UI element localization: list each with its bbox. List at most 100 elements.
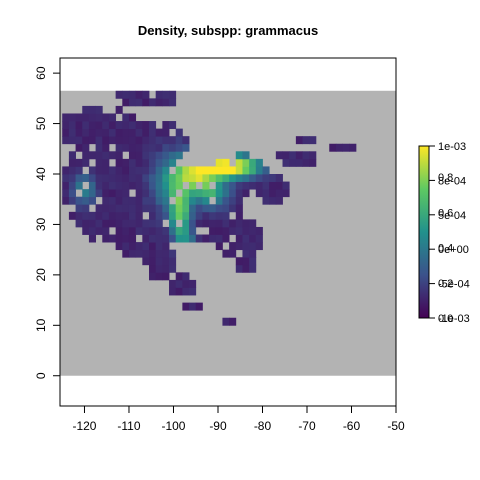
density-cell — [135, 90, 143, 99]
density-cell — [235, 189, 243, 198]
density-cell — [122, 128, 130, 137]
density-cell — [209, 211, 217, 220]
density-cell — [128, 242, 137, 251]
density-cell — [135, 128, 143, 137]
density-cell — [229, 219, 237, 228]
density-cell — [242, 158, 250, 167]
density-cell — [255, 234, 263, 243]
y-tick-label: 0 — [34, 372, 48, 379]
density-cell — [189, 219, 197, 228]
density-cell — [169, 181, 177, 190]
density-cell — [242, 174, 250, 182]
density-cell — [222, 234, 230, 243]
density-cell — [255, 174, 263, 182]
density-cell — [235, 257, 243, 266]
density-cell — [82, 204, 90, 213]
density-cell — [88, 136, 97, 145]
density-cell — [68, 181, 76, 190]
density-cell — [202, 189, 210, 198]
density-cell — [88, 234, 97, 243]
density-cell — [102, 189, 110, 198]
density-cell — [142, 249, 150, 258]
density-cell — [128, 136, 137, 145]
density-cell — [128, 151, 137, 160]
density-cell — [149, 121, 157, 130]
density-cell — [182, 211, 190, 220]
density-cell — [135, 189, 143, 198]
density-cell — [142, 242, 150, 251]
density-cell — [135, 204, 143, 213]
density-cell — [75, 204, 83, 213]
density-cell — [102, 204, 110, 213]
density-cell — [249, 166, 257, 175]
density-cell — [155, 234, 163, 243]
density-cell — [95, 136, 103, 145]
density-cell — [102, 234, 110, 243]
density-cell — [88, 174, 97, 182]
density-cell — [128, 158, 137, 167]
density-cell — [102, 226, 110, 235]
y-tick-label: 20 — [34, 268, 48, 282]
density-cell — [242, 249, 250, 258]
density-cell — [95, 113, 103, 122]
density-cell — [142, 234, 150, 243]
density-cell — [149, 174, 157, 182]
density-cell — [249, 219, 257, 228]
density-cell — [175, 181, 183, 190]
density-cell — [142, 257, 150, 266]
density-cell — [162, 234, 170, 243]
density-cell — [182, 272, 190, 281]
density-cell — [128, 128, 137, 137]
density-cell — [229, 174, 237, 182]
density-cell — [282, 151, 290, 160]
density-cell — [142, 189, 150, 198]
density-cell — [162, 226, 170, 235]
density-cell — [182, 136, 190, 145]
y-tick-label: 50 — [34, 117, 48, 131]
density-cell — [88, 226, 97, 235]
density-cell — [122, 90, 130, 99]
density-cell — [88, 151, 97, 160]
density-cell — [122, 226, 130, 235]
density-cell — [62, 174, 70, 182]
density-cells-layer — [62, 90, 357, 326]
density-cell — [282, 189, 290, 198]
density-cell — [68, 136, 76, 145]
density-cell — [149, 136, 157, 145]
density-cell — [88, 166, 97, 175]
density-cell — [62, 181, 70, 190]
density-cell — [115, 226, 123, 235]
colorbar-tick-label-right: 1e-03 — [438, 141, 466, 153]
density-cell — [62, 196, 70, 205]
density-cell — [149, 249, 157, 258]
density-cell — [108, 219, 117, 228]
density-cell — [108, 136, 117, 145]
density-cell — [142, 98, 150, 107]
density-cell — [82, 143, 90, 152]
density-cell — [175, 166, 183, 175]
density-cell — [169, 174, 177, 182]
density-cell — [155, 204, 163, 213]
density-cell — [169, 204, 177, 213]
density-cell — [295, 151, 303, 160]
density-cell — [102, 143, 110, 152]
density-cell — [82, 189, 90, 198]
density-cell — [122, 174, 130, 182]
density-cell — [88, 219, 97, 228]
y-tick-label: 10 — [34, 318, 48, 332]
density-cell — [162, 249, 170, 258]
density-cell — [169, 279, 177, 288]
density-cell — [182, 279, 190, 288]
density-cell — [142, 166, 150, 175]
density-cell — [115, 211, 123, 220]
density-cell — [122, 242, 130, 251]
density-cell — [162, 204, 170, 213]
density-cell — [309, 136, 317, 145]
density-cell — [142, 174, 150, 182]
density-cell — [115, 181, 123, 190]
density-cell — [215, 204, 223, 213]
density-cell — [275, 196, 283, 205]
density-cell — [155, 242, 163, 251]
density-cell — [262, 166, 270, 175]
density-cell — [95, 211, 103, 220]
